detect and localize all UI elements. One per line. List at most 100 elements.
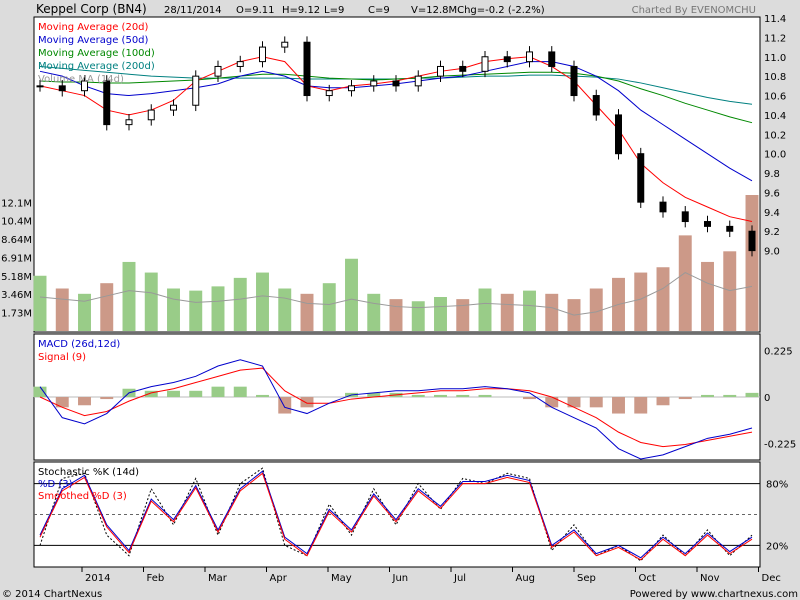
candle-body [170,104,177,111]
volume-bar [545,293,559,331]
price-tick-label: 11.0 [764,53,786,64]
price-tick-label: 9.6 [764,188,780,199]
candle-body [103,80,111,126]
x-tick-label: Mar [208,573,228,584]
header-low: L=9 [324,5,344,16]
candle-body [147,109,155,121]
volume-tick-label: 6.91M [1,254,32,265]
macd-histogram-bar [233,386,247,397]
volume-tick-label: 1.73M [1,309,32,320]
candle-body [370,80,378,87]
signal-line [39,367,753,448]
macd-histogram-bar [701,394,714,397]
volume-bar [656,267,670,331]
candle-body [437,65,444,77]
macd-histogram-bar [723,394,737,397]
volume-bar [211,286,225,331]
header-open: O=9.11 [236,5,275,16]
x-tick-label: May [331,573,352,584]
macd-histogram-bar [144,390,158,397]
stoch-d-line [39,470,753,559]
volume-bar [723,251,737,331]
candle-body [681,211,689,223]
x-tick-label: Jul [453,573,466,584]
macd-histogram-bar [189,390,203,397]
macd-histogram-bar [678,397,692,400]
x-tick-label: Oct [639,573,656,584]
x-tick-label: Jun [392,573,409,584]
x-tick-label: Dec [762,573,781,584]
macd-histogram-bar [589,397,603,408]
volume-bar [78,293,91,331]
legends: Moving Average (20d) Moving Average (50d)… [38,22,155,502]
volume-bar [189,290,203,331]
volume-tick-label: 8.64M [1,235,32,246]
candle-body [637,153,645,203]
stochastic-series [39,467,753,562]
candle-body [81,80,88,92]
candle-body [503,56,511,63]
macd-histogram-bar [434,394,447,397]
header-close: C=9 [368,5,390,16]
macd-histogram-bar [612,397,625,414]
candle-body [58,85,66,92]
price-tick-label: 10.2 [764,130,786,141]
candle-body [325,90,333,97]
candle-body [704,221,711,227]
macd-histogram-bar [411,394,425,397]
header-high: H=9.12 [282,5,320,16]
volume-tick-label: 12.1M [1,198,32,209]
candle-body [615,114,622,155]
volume-bar [144,272,158,331]
candle-body [414,75,422,87]
stoch-tick-label: 20% [766,541,788,552]
volume-bar [256,272,269,331]
volume-tick-label: 5.18M [1,272,32,283]
price-tick-label: 11.2 [764,33,786,44]
candle-body [348,85,355,92]
candle-body [548,51,556,67]
macd-histogram-bar [656,397,670,406]
macd-histogram-bar [567,397,581,408]
candle-body [726,225,734,232]
volume-bar [500,293,514,331]
macd-histogram-bar [55,397,69,408]
price-tick-label: 9.4 [764,208,780,219]
charted-by: Charted By EVENOMCHU [632,5,756,16]
macd-histogram-bar [167,390,180,397]
stoch-legend-entry: Stochastic %K (14d) [38,467,139,478]
candle-body [236,61,244,67]
volume-bar [589,288,603,331]
price-tick-label: 11.4 [764,14,786,25]
volume-bar [55,288,69,331]
price-tick-label: 9.0 [764,247,780,258]
volume-bar [300,293,314,331]
macd-histogram-bar [78,397,91,406]
price-legend-entry: Moving Average (100d) [38,48,155,59]
volume-bar [434,297,447,331]
candle-body [192,75,200,106]
macd-histogram-bar [545,397,559,408]
x-tick-label: Sep [577,573,596,584]
x-tick-label: Nov [700,573,720,584]
stoch-tick-label: 80% [766,480,788,491]
volume-bar [634,272,648,331]
candle-body [748,230,756,252]
candle-body [659,201,667,213]
candle-body [214,65,222,77]
macd-tick-label: 0.225 [764,347,793,358]
volume-bar [701,261,714,331]
price-tick-label: 9.8 [764,169,780,180]
macd-histogram-bar [367,392,381,397]
price-legend-entry: Volume MA (14d) [38,74,124,85]
volume-bar [678,235,692,331]
stoch-legend-entry: Smoothed %D (3) [38,491,127,502]
volume-bar [456,299,470,331]
price-tick-label: 10.8 [764,72,786,83]
volume-bar [322,283,336,331]
macd-series [33,359,759,460]
price-legend-entry: Moving Average (20d) [38,22,149,33]
volume-bar [345,258,358,331]
macd-legend-entry: Signal (9) [38,352,86,363]
